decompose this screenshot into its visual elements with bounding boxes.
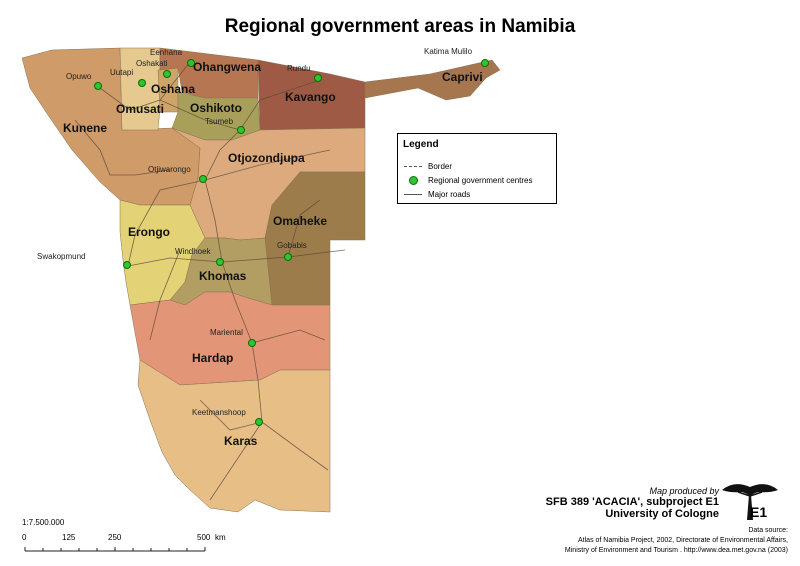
town-label-windhoek: Windhoek	[175, 247, 212, 256]
data-source-heading: Data source:	[748, 527, 788, 534]
region-caprivi	[364, 59, 501, 101]
region-label-erongo: Erongo	[128, 225, 170, 239]
region-label-kunene: Kunene	[63, 121, 107, 135]
town-label-uutapi: Uutapi	[110, 68, 133, 77]
town-label-oshakati: Oshakati	[136, 59, 168, 68]
data-source-line: Atlas of Namibia Project, 2002, Director…	[578, 537, 788, 544]
town-marker-opuwo	[94, 82, 102, 90]
legend-title: Legend	[403, 139, 439, 150]
region-karas	[137, 359, 331, 513]
data-source-line: Ministry of Environment and Tourism . ht…	[564, 547, 788, 554]
region-label-otjozondjupa: Otjozondjupa	[228, 151, 305, 165]
major-road	[149, 249, 181, 341]
town-marker-swakopmund	[123, 261, 131, 269]
logo-label: E1	[750, 504, 768, 520]
town-label-eenhana: Eenhana	[150, 48, 183, 57]
project-name: SFB 389 'ACACIA', subproject E1	[545, 496, 719, 508]
major-road	[127, 179, 206, 267]
town-marker-katima-mulilo	[481, 59, 489, 67]
town-marker-rundu	[314, 74, 322, 82]
region-label-omaheke: Omaheke	[273, 214, 327, 228]
scale-tick-label: 500	[197, 533, 211, 542]
town-label-tsumeb: Tsumeb	[205, 117, 234, 126]
thin-line-icon	[404, 188, 422, 200]
map-legend: Legend Border Regional government centre…	[397, 133, 557, 204]
town-marker-gobabis	[284, 253, 292, 261]
town-label-otjiwarongo: Otjiwarongo	[148, 165, 191, 174]
legend-item-centres: Regional government centres	[404, 174, 533, 186]
major-road	[287, 199, 321, 258]
region-omusati	[119, 47, 161, 131]
town-label-mariental: Mariental	[210, 328, 243, 337]
major-road	[251, 329, 326, 344]
producer-credits: Map produced by SFB 389 'ACACIA', subpro…	[546, 486, 719, 520]
region-label-oshikoto: Oshikoto	[190, 101, 242, 115]
major-road	[74, 119, 171, 176]
town-marker-mariental	[248, 339, 256, 347]
town-marker-eenhana	[187, 59, 195, 67]
major-road	[261, 421, 329, 471]
town-label-keetmanshoop: Keetmanshoop	[192, 408, 246, 417]
legend-label: Border	[428, 161, 453, 171]
town-marker-oshakati	[163, 70, 171, 78]
scale-tick-label: 250	[108, 533, 122, 542]
major-road	[199, 399, 263, 431]
town-label-katima-mulilo: Katima Mulilo	[424, 47, 473, 56]
legend-item-roads: Major roads	[404, 188, 470, 200]
town-marker-tsumeb	[237, 126, 245, 134]
acacia-tree-icon	[722, 484, 778, 520]
town-marker-windhoek	[216, 258, 224, 266]
region-kavango	[257, 59, 366, 131]
data-source: Data source: Atlas of Namibia Project, 2…	[565, 526, 788, 556]
scale-ratio: 1:7.500.000	[22, 518, 65, 527]
region-label-hardap: Hardap	[192, 351, 233, 365]
scale-bar	[24, 547, 206, 552]
produced-by-text: Map produced by	[649, 486, 719, 496]
region-label-khomas: Khomas	[199, 269, 247, 283]
town-marker-keetmanshoop	[255, 418, 263, 426]
region-label-ohangwena: Ohangwena	[193, 60, 261, 74]
region-label-kavango: Kavango	[285, 90, 336, 104]
major-road	[209, 421, 263, 501]
major-road	[99, 61, 191, 111]
region-label-caprivi: Caprivi	[442, 70, 483, 84]
legend-label: Regional government centres	[428, 175, 533, 185]
town-marker-otjiwarongo	[199, 175, 207, 183]
scale-tick-label: 125	[62, 533, 76, 542]
dashed-line-icon	[404, 160, 422, 172]
legend-item-border: Border	[404, 160, 452, 172]
map-title: Regional government areas in Namibia	[224, 16, 576, 37]
town-label-gobabis: Gobabis	[277, 241, 307, 250]
town-label-opuwo: Opuwo	[66, 72, 92, 81]
region-label-omusati: Omusati	[116, 102, 164, 116]
town-label-swakopmund: Swakopmund	[37, 252, 85, 261]
university-name: University of Cologne	[605, 508, 719, 520]
region-label-oshana: Oshana	[151, 82, 195, 96]
town-label-rundu: Rundu	[287, 64, 311, 73]
green-dot-icon	[404, 174, 422, 186]
major-road	[204, 149, 331, 181]
scale-tick-label: 0	[22, 533, 27, 542]
town-marker-uutapi	[138, 79, 146, 87]
region-label-karas: Karas	[224, 434, 258, 448]
legend-label: Major roads	[428, 189, 471, 199]
scale-unit: km	[215, 533, 226, 542]
